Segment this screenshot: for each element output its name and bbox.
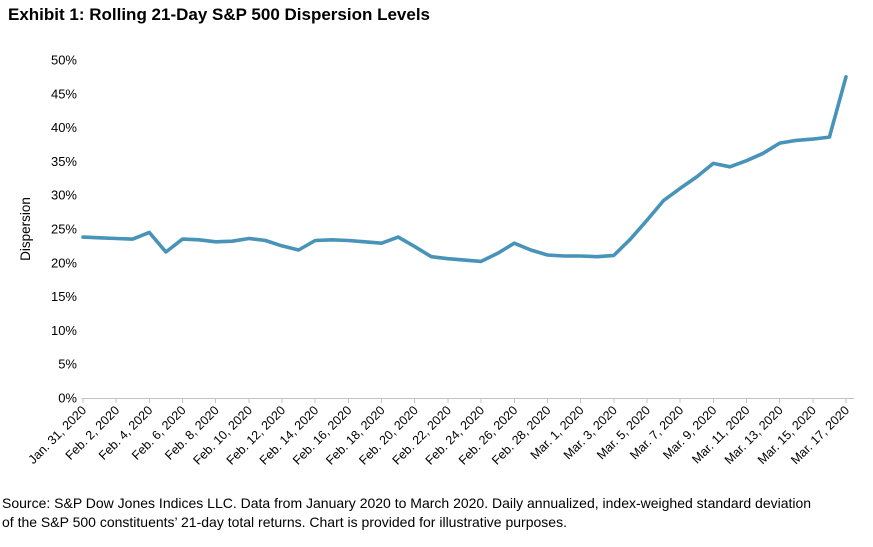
y-tick-label: 50% [51,53,77,68]
exhibit-title: Exhibit 1: Rolling 21-Day S&P 500 Disper… [8,5,430,24]
y-tick-label: 15% [51,289,77,304]
y-tick-label: 40% [51,120,77,135]
y-tick-label: 30% [51,188,77,203]
x-tick-label: Mar. 17, 2020 [788,403,852,467]
y-tick-label: 45% [51,86,77,101]
y-axis-title: Dispersion [18,197,33,261]
dispersion-series-line [81,75,848,264]
y-tick-label: 25% [51,222,77,237]
source-note: Source: S&P Dow Jones Indices LLC. Data … [2,494,872,531]
y-tick-label: 35% [51,154,77,169]
y-tick-label: 10% [51,323,77,338]
source-note-line-2: of the S&P 500 constituents’ 21-day tota… [2,513,567,530]
y-tick-label: 20% [51,255,77,270]
y-tick-label: 0% [58,391,77,406]
source-note-line-1: Source: S&P Dow Jones Indices LLC. Data … [2,495,812,511]
y-tick-label: 5% [58,357,77,372]
